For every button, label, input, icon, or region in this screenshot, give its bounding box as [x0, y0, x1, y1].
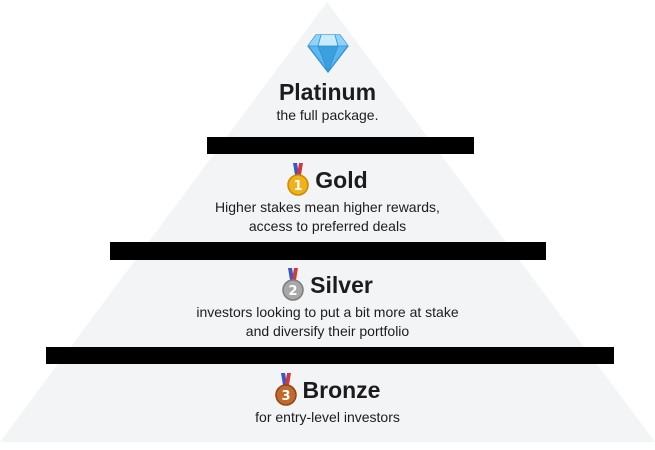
tier-divider-platinum-gold [207, 137, 474, 154]
tier-divider-silver-bronze [46, 347, 614, 364]
tier-name-bronze: Bronze [302, 377, 381, 403]
gold-medal-icon: 1 [287, 163, 310, 197]
tier-silver: 2 Silver investors looking to put a bit … [0, 268, 655, 341]
pyramid-background [0, 2, 655, 442]
tier-name-silver: Silver [310, 272, 373, 298]
bronze-medal-icon: 3 [274, 373, 297, 407]
tier-description-bronze: for entry-level investors [255, 409, 400, 425]
svg-text:2: 2 [289, 284, 298, 299]
tier-name-platinum: Platinum [278, 79, 377, 105]
tier-description-gold: Higher stakes mean higher rewards, acces… [215, 199, 440, 234]
tier-description-platinum: the full package. [276, 107, 379, 123]
svg-text:3: 3 [281, 389, 290, 404]
tier-platinum: Platinum the full package. [0, 33, 655, 125]
tier-bronze: 3 Bronze for entry-level investors [0, 373, 655, 427]
tier-divider-gold-silver [110, 242, 546, 260]
diamond-icon [0, 33, 655, 73]
svg-text:1: 1 [294, 179, 303, 194]
tier-description-silver: investors looking to put a bit more at s… [196, 304, 459, 339]
tier-name-gold: Gold [315, 167, 368, 193]
tier-gold: 1 Gold Higher stakes mean higher rewards… [0, 163, 655, 236]
silver-medal-icon: 2 [282, 268, 304, 302]
